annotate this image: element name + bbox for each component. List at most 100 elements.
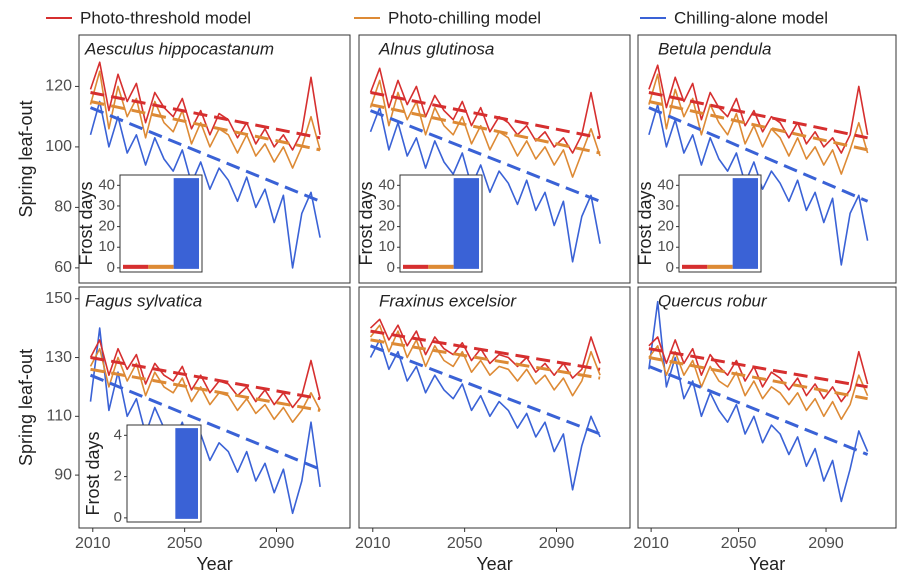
plot-area [369, 67, 601, 263]
inset-y-tick-label: 20 [657, 218, 674, 235]
series-line [89, 339, 321, 409]
series-line [369, 324, 601, 397]
panel-title: Fraxinus excelsior [379, 291, 517, 310]
inset-bar [148, 264, 174, 269]
trend-line [648, 356, 868, 401]
x-axis-label: Year [749, 554, 785, 574]
inset-y-tick-label: 40 [657, 176, 674, 193]
plot-area [89, 61, 321, 269]
inset-bar [453, 178, 479, 269]
legend-label: Chilling-alone model [674, 8, 828, 27]
legend-label: Photo-chilling model [388, 8, 541, 27]
x-tick-label: 2090 [808, 535, 844, 552]
x-tick-label: 2010 [633, 535, 669, 552]
inset-y-label: Frost days [635, 181, 655, 265]
x-axis-label: Year [196, 554, 232, 574]
panel-title: Quercus robur [658, 291, 768, 310]
panel-title: Fagus sylvatica [85, 291, 202, 310]
trend-line [90, 367, 321, 412]
series-line [369, 339, 601, 491]
inset-bar [707, 264, 733, 269]
inset-y-tick-label: 0 [107, 259, 115, 276]
inset-y-tick-label: 0 [387, 259, 395, 276]
plot-area [89, 327, 321, 515]
trend-line [90, 356, 321, 401]
inset-y-tick-label: 2 [114, 468, 122, 485]
x-axis-label: Year [476, 554, 512, 574]
panel: Quercus robur 2010 2050 2090 Year [633, 286, 897, 574]
x-tick-label: 2050 [167, 535, 203, 552]
series-line [89, 61, 321, 151]
inset-y-tick-label: 10 [98, 238, 115, 255]
trend-line [648, 100, 868, 152]
inset-y-tick-label: 40 [378, 176, 395, 193]
inset-y-label: Frost days [83, 431, 103, 515]
series-line [369, 67, 601, 154]
inset-y-tick-label: 30 [378, 197, 395, 214]
x-tick-label: 2010 [355, 535, 391, 552]
panel-frame [637, 286, 897, 529]
trend-line [370, 338, 601, 380]
y-tick-label: 60 [54, 259, 72, 276]
inset: 0 2 4 Frost days [83, 424, 202, 526]
inset-y-tick-label: 40 [98, 176, 115, 193]
series-line [89, 327, 321, 515]
panel: Fraxinus excelsior 2010 2050 2090 Year [355, 286, 631, 574]
inset-y-label: Frost days [356, 181, 376, 265]
x-tick-label: 2050 [447, 535, 483, 552]
x-tick-label: 2010 [75, 535, 111, 552]
y-tick-label: 110 [46, 408, 72, 425]
trend-line [370, 329, 601, 371]
x-tick-label: 2050 [721, 535, 757, 552]
inset-bar [732, 178, 759, 269]
y-tick-label: 80 [54, 199, 72, 216]
plot-area [369, 318, 601, 491]
inset-y-tick-label: 20 [98, 218, 115, 235]
series-line [89, 100, 321, 269]
series-line [369, 106, 601, 263]
inset-y-tick-label: 0 [666, 259, 674, 276]
trend-line [90, 100, 321, 152]
trend-line [648, 365, 869, 456]
y-tick-label: 130 [45, 349, 72, 366]
inset-y-tick-label: 10 [378, 238, 395, 255]
inset-bar [428, 264, 454, 269]
inset-y-tick-label: 30 [657, 197, 674, 214]
y-tick-label: 90 [54, 466, 72, 483]
panel-title: Aesculus hippocastanum [84, 39, 274, 58]
inset-bar [175, 428, 198, 519]
trend-line [648, 347, 868, 389]
plot-area [648, 300, 869, 503]
series-line [648, 64, 869, 154]
inset-bar [123, 264, 149, 269]
x-tick-label: 2090 [259, 535, 295, 552]
legend-label: Photo-threshold model [80, 8, 251, 27]
series-line [648, 345, 869, 421]
inset-y-tick-label: 10 [657, 238, 674, 255]
series-line [369, 79, 601, 178]
inset-bar [403, 264, 429, 269]
inset-y-label: Frost days [76, 181, 96, 265]
trend-line [90, 91, 321, 140]
y-axis-label: Spring leaf-out [16, 100, 36, 217]
trend-line [370, 103, 601, 155]
inset-bar [173, 178, 200, 269]
series-line [89, 70, 321, 169]
series-line [369, 318, 601, 379]
inset-y-tick-label: 30 [98, 197, 115, 214]
trend-line [648, 91, 868, 140]
y-axis-label: Spring leaf-out [16, 349, 36, 466]
x-tick-label: 2090 [539, 535, 575, 552]
trend-line [370, 91, 601, 140]
panel-title: Alnus glutinosa [378, 39, 494, 58]
panel: Fagus sylvatica 90 110 130 150 2010 2050 2090 Sp… [16, 286, 351, 574]
series-line [89, 347, 321, 423]
inset-y-tick-label: 20 [378, 218, 395, 235]
panel-title: Betula pendula [658, 39, 771, 58]
